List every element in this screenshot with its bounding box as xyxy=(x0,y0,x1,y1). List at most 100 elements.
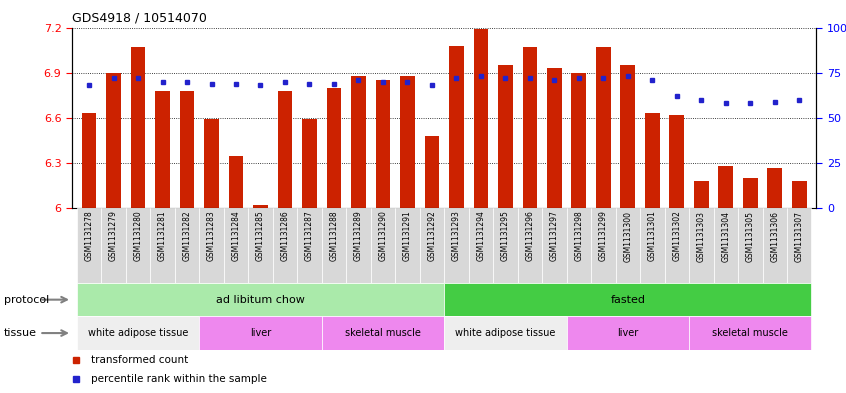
Bar xyxy=(200,316,321,350)
Bar xyxy=(694,181,709,208)
Bar xyxy=(713,208,738,283)
Bar xyxy=(77,208,102,283)
Text: liver: liver xyxy=(618,328,639,338)
Bar xyxy=(444,316,567,350)
Bar xyxy=(400,76,415,208)
Bar xyxy=(248,208,272,283)
Bar xyxy=(444,208,469,283)
Text: GSM1131299: GSM1131299 xyxy=(599,211,607,261)
Text: liver: liver xyxy=(250,328,271,338)
Bar xyxy=(321,208,346,283)
Text: protocol: protocol xyxy=(4,295,49,305)
Text: GSM1131290: GSM1131290 xyxy=(378,211,387,261)
Bar xyxy=(444,283,811,316)
Text: percentile rank within the sample: percentile rank within the sample xyxy=(91,374,266,384)
Bar xyxy=(523,47,537,208)
Bar xyxy=(351,76,365,208)
Text: GSM1131293: GSM1131293 xyxy=(452,211,461,261)
Bar xyxy=(689,316,811,350)
Bar xyxy=(474,29,488,208)
Bar xyxy=(253,205,268,208)
Text: GSM1131288: GSM1131288 xyxy=(329,211,338,261)
Text: GSM1131302: GSM1131302 xyxy=(673,211,681,261)
Bar xyxy=(151,208,175,283)
Bar xyxy=(547,68,562,208)
Bar xyxy=(376,80,390,208)
Text: GSM1131287: GSM1131287 xyxy=(305,211,314,261)
Bar xyxy=(591,208,616,283)
Bar xyxy=(223,208,248,283)
Text: GSM1131297: GSM1131297 xyxy=(550,211,559,261)
Bar xyxy=(572,73,586,208)
Text: GSM1131306: GSM1131306 xyxy=(770,211,779,261)
Text: GSM1131295: GSM1131295 xyxy=(501,211,510,261)
Bar xyxy=(175,208,200,283)
Text: GSM1131304: GSM1131304 xyxy=(722,211,730,261)
Text: ad libitum chow: ad libitum chow xyxy=(216,295,305,305)
Text: GSM1131291: GSM1131291 xyxy=(403,211,412,261)
Text: skeletal muscle: skeletal muscle xyxy=(712,328,788,338)
Text: GSM1131307: GSM1131307 xyxy=(794,211,804,261)
Bar xyxy=(620,65,635,208)
Text: GSM1131282: GSM1131282 xyxy=(183,211,191,261)
Text: GSM1131281: GSM1131281 xyxy=(158,211,167,261)
Text: GSM1131301: GSM1131301 xyxy=(648,211,656,261)
Bar xyxy=(596,47,611,208)
Bar xyxy=(567,208,591,283)
Text: GSM1131298: GSM1131298 xyxy=(574,211,584,261)
Text: fasted: fasted xyxy=(610,295,645,305)
Text: GSM1131280: GSM1131280 xyxy=(134,211,142,261)
Text: skeletal muscle: skeletal muscle xyxy=(345,328,420,338)
Bar xyxy=(302,119,316,208)
Bar xyxy=(718,166,733,208)
Bar xyxy=(179,91,195,208)
Bar xyxy=(228,156,244,208)
Bar xyxy=(155,91,170,208)
Bar xyxy=(645,114,660,208)
Bar xyxy=(371,208,395,283)
Text: GDS4918 / 10514070: GDS4918 / 10514070 xyxy=(72,12,206,25)
Bar xyxy=(420,208,444,283)
Bar xyxy=(665,208,689,283)
Text: GSM1131278: GSM1131278 xyxy=(85,211,94,261)
Bar xyxy=(425,136,439,208)
Text: tissue: tissue xyxy=(4,328,37,338)
Bar xyxy=(327,88,341,208)
Bar xyxy=(102,208,126,283)
Bar xyxy=(669,115,684,208)
Bar xyxy=(542,208,567,283)
Bar xyxy=(297,208,321,283)
Bar xyxy=(743,178,758,208)
Bar xyxy=(767,168,782,208)
Bar xyxy=(567,316,689,350)
Bar xyxy=(787,208,811,283)
Text: white adipose tissue: white adipose tissue xyxy=(455,328,556,338)
Bar xyxy=(77,283,444,316)
Bar xyxy=(126,208,151,283)
Text: GSM1131285: GSM1131285 xyxy=(256,211,265,261)
Bar xyxy=(792,181,806,208)
Text: GSM1131284: GSM1131284 xyxy=(232,211,240,261)
Text: GSM1131279: GSM1131279 xyxy=(109,211,118,261)
Bar xyxy=(321,316,444,350)
Bar xyxy=(689,208,713,283)
Text: white adipose tissue: white adipose tissue xyxy=(88,328,188,338)
Bar xyxy=(498,65,513,208)
Bar xyxy=(469,208,493,283)
Bar xyxy=(493,208,518,283)
Bar xyxy=(762,208,787,283)
Bar xyxy=(77,316,200,350)
Text: GSM1131283: GSM1131283 xyxy=(207,211,216,261)
Text: transformed count: transformed count xyxy=(91,354,188,365)
Bar xyxy=(277,91,293,208)
Text: GSM1131305: GSM1131305 xyxy=(746,211,755,261)
Bar xyxy=(130,47,146,208)
Bar xyxy=(395,208,420,283)
Bar xyxy=(346,208,371,283)
Bar xyxy=(449,46,464,208)
Bar xyxy=(616,208,640,283)
Bar xyxy=(272,208,297,283)
Bar xyxy=(204,119,219,208)
Text: GSM1131303: GSM1131303 xyxy=(697,211,706,261)
Text: GSM1131286: GSM1131286 xyxy=(281,211,289,261)
